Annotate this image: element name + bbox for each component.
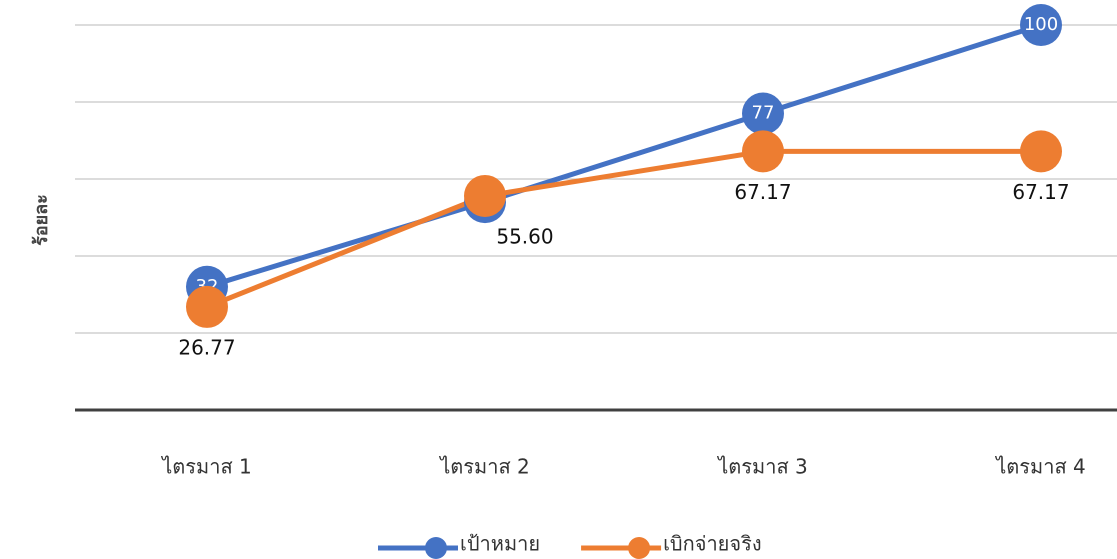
- marker: [464, 174, 506, 217]
- data-label: 67.17: [734, 180, 791, 204]
- marker: [742, 92, 784, 135]
- series-line: [206, 22, 1042, 290]
- data-label: 26.77: [178, 335, 235, 359]
- x-tick-label: ไตรมาส 2: [438, 455, 530, 479]
- data-label: 55.60: [496, 224, 553, 248]
- x-tick-label: ไตรมาส 4: [994, 455, 1086, 479]
- legend-label: เบิกจ่ายจริง: [663, 532, 762, 556]
- legend-marker: [425, 537, 447, 559]
- legend-marker: [628, 537, 651, 559]
- marker: [186, 285, 228, 328]
- series-line: [206, 148, 1041, 310]
- x-tick-label: ไตรมาส 1: [160, 455, 252, 479]
- y-axis-label: ร้อยละ: [31, 194, 52, 246]
- data-label: 67.17: [1012, 180, 1069, 204]
- marker: [742, 130, 784, 173]
- x-tick-label: ไตรมาส 3: [716, 455, 808, 479]
- legend-label: เป้าหมาย: [460, 532, 540, 556]
- marker: [1020, 130, 1062, 173]
- data-label: 100: [1024, 14, 1058, 35]
- marker: [1020, 4, 1062, 46]
- data-label: 77: [752, 103, 775, 124]
